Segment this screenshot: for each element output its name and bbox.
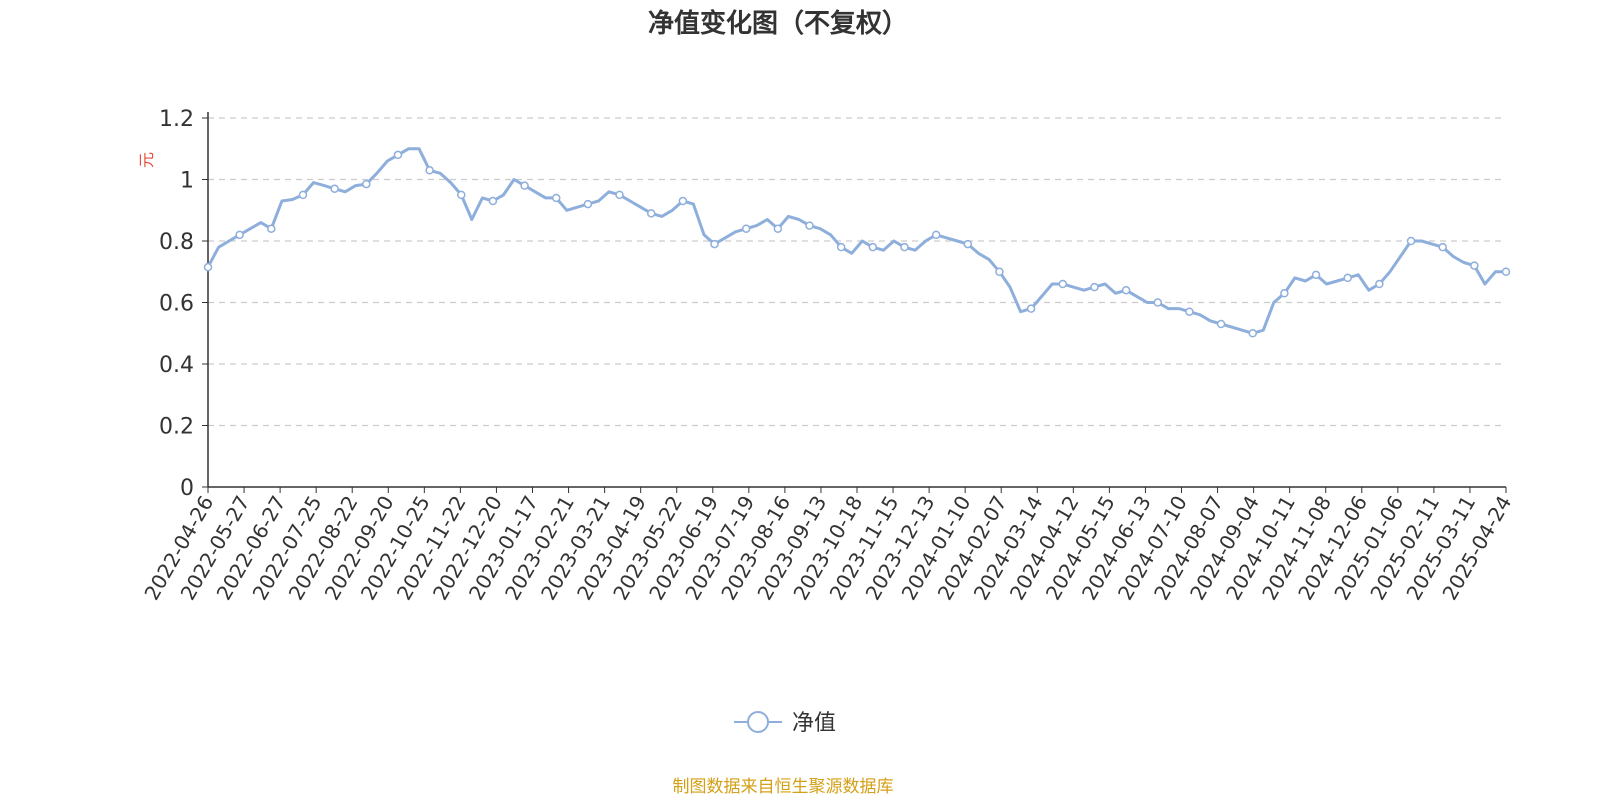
data-point bbox=[1058, 279, 1068, 289]
data-point bbox=[1090, 282, 1099, 292]
y-tick-labels: 0 0.2 0.4 0.6 0.8 1 1.2 bbox=[159, 107, 194, 501]
data-point bbox=[741, 224, 751, 233]
data-point bbox=[1185, 307, 1194, 316]
data-point bbox=[836, 242, 846, 252]
series-layer bbox=[203, 147, 1511, 338]
data-point bbox=[1026, 304, 1036, 313]
data-point bbox=[646, 209, 656, 218]
x-tick-labels: 2022-04-262022-05-272022-06-272022-07-25… bbox=[139, 492, 1516, 605]
y-tick-label: 1.2 bbox=[159, 107, 194, 132]
y-tick-label: 0.4 bbox=[159, 353, 194, 378]
y-tick-label: 0.2 bbox=[159, 415, 194, 440]
data-point bbox=[488, 196, 498, 206]
series-line bbox=[206, 147, 1506, 335]
data-point bbox=[425, 166, 434, 175]
data-point bbox=[1121, 285, 1131, 295]
data-point bbox=[203, 262, 213, 272]
data-point bbox=[868, 242, 878, 252]
data-point bbox=[615, 190, 624, 200]
data-point bbox=[678, 196, 688, 206]
data-point bbox=[1216, 319, 1226, 329]
data-point bbox=[1280, 289, 1289, 298]
data-point bbox=[1501, 267, 1511, 276]
y-tick-label: 0 bbox=[180, 476, 194, 501]
data-point bbox=[298, 190, 308, 200]
y-tick-label: 0.6 bbox=[159, 292, 194, 317]
source-note: 制图数据来自恒生聚源数据库 bbox=[673, 777, 894, 797]
data-point bbox=[1375, 279, 1384, 289]
data-point bbox=[1248, 329, 1257, 338]
data-point bbox=[963, 239, 973, 249]
legend-circle-icon bbox=[747, 711, 769, 733]
data-point bbox=[235, 230, 244, 240]
data-point bbox=[267, 224, 276, 233]
data-point bbox=[1153, 298, 1163, 307]
y-tick-label: 0.8 bbox=[159, 230, 194, 255]
data-point bbox=[1311, 270, 1321, 280]
data-point bbox=[1438, 242, 1447, 252]
legend[interactable]: 净值 bbox=[734, 711, 836, 736]
data-point bbox=[995, 267, 1004, 276]
legend-label: 净值 bbox=[792, 711, 836, 736]
data-point bbox=[583, 199, 593, 209]
data-point bbox=[520, 181, 529, 190]
data-point bbox=[393, 150, 403, 160]
data-point bbox=[773, 224, 783, 233]
y-axis-label: 元 bbox=[137, 152, 156, 168]
data-point bbox=[362, 179, 371, 189]
grid-lines bbox=[208, 117, 1506, 427]
data-point bbox=[931, 230, 941, 240]
data-point bbox=[710, 239, 719, 249]
data-point bbox=[551, 193, 561, 203]
data-point bbox=[805, 221, 814, 230]
data-point bbox=[457, 190, 466, 200]
data-point bbox=[1470, 261, 1479, 270]
chart-title: 净值变化图（不复权） bbox=[648, 8, 908, 39]
data-point bbox=[900, 242, 909, 252]
axes bbox=[202, 112, 1507, 493]
data-point bbox=[1406, 236, 1416, 246]
data-point bbox=[1343, 273, 1352, 283]
data-point bbox=[330, 184, 339, 193]
y-tick-label: 1 bbox=[180, 169, 194, 194]
